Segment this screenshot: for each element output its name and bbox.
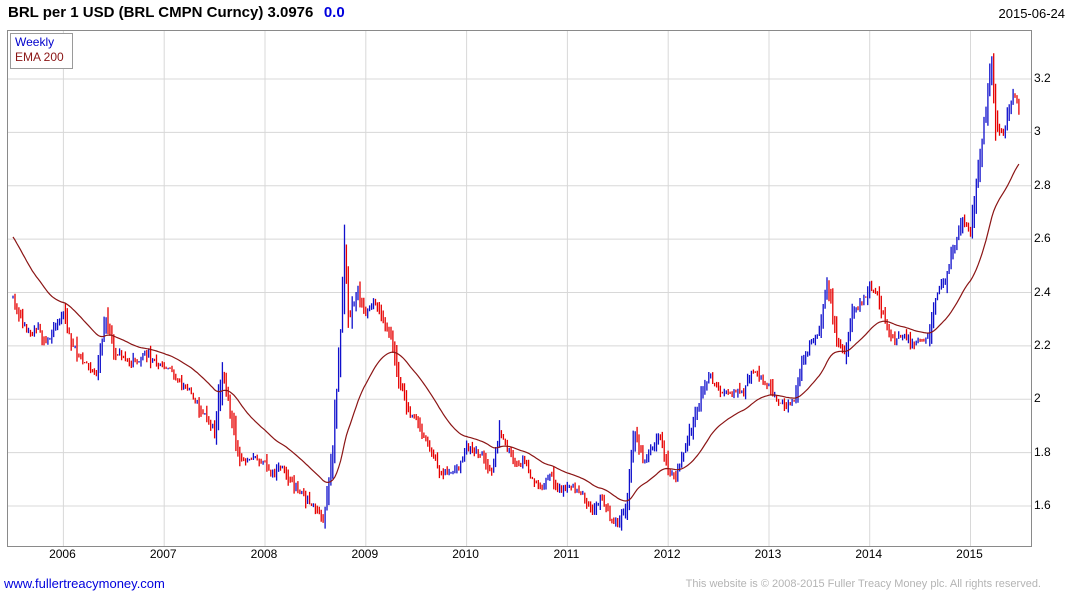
legend-series-weekly: Weekly bbox=[15, 35, 55, 49]
y-axis-tick-label: 2.4 bbox=[1034, 284, 1051, 299]
weekly-down-bars bbox=[14, 53, 1020, 528]
x-axis-tick-label: 2012 bbox=[653, 547, 681, 561]
x-axis-tick-label: 2014 bbox=[855, 547, 883, 561]
y-axis-tick-label: 3.2 bbox=[1034, 71, 1051, 86]
price-chart-svg bbox=[8, 31, 1031, 546]
gridlines bbox=[8, 31, 1031, 546]
x-axis-tick-label: 2006 bbox=[49, 547, 76, 561]
as-of-date: 2015-06-24 bbox=[998, 6, 1066, 21]
y-axis-tick-label: 2 bbox=[1034, 391, 1041, 406]
x-axis-tick-label: 2008 bbox=[250, 547, 278, 561]
legend-ema-200: EMA 200 bbox=[15, 50, 64, 64]
chart-header: BRL per 1 USD (BRL CMPN Curncy) 3.0976 0… bbox=[8, 4, 1067, 26]
y-axis-tick-label: 1.6 bbox=[1034, 497, 1051, 512]
chart-plot-area: Weekly EMA 200 bbox=[7, 30, 1032, 547]
website-link[interactable]: www.fullertreacymoney.com bbox=[4, 576, 165, 591]
page-title: BRL per 1 USD (BRL CMPN Curncy) 3.0976 bbox=[8, 4, 314, 21]
y-axis-tick-label: 2.8 bbox=[1034, 177, 1051, 192]
chart-legend: Weekly EMA 200 bbox=[10, 33, 73, 69]
y-axis-tick-label: 1.8 bbox=[1034, 444, 1051, 459]
y-axis-tick-label: 2.2 bbox=[1034, 337, 1051, 352]
x-axis-tick-label: 2010 bbox=[452, 547, 479, 561]
price-change-value: 0.0 bbox=[323, 4, 345, 21]
x-axis-tick-label: 2009 bbox=[351, 547, 379, 561]
ema-200-line bbox=[12, 163, 1020, 502]
y-axis-tick-label: 2.6 bbox=[1034, 231, 1051, 246]
copyright-notice: This website is © 2008-2015 Fuller Treac… bbox=[685, 578, 1041, 590]
x-axis-tick-label: 2015 bbox=[956, 547, 983, 561]
x-axis-tick-label: 2007 bbox=[149, 547, 177, 561]
weekly-up-bars bbox=[12, 56, 1014, 531]
x-axis-tick-label: 2013 bbox=[754, 547, 782, 561]
page-footer: www.fullertreacymoney.com This website i… bbox=[0, 576, 1075, 596]
y-axis-labels: 1.6 1.8 2 2.2 2.4 2.6 2.8 3 3.2 bbox=[1034, 0, 1074, 600]
y-axis-tick-label: 3 bbox=[1034, 124, 1041, 139]
x-axis-labels: 2006 2007 2008 2009 2010 2011 2012 2013 2014 2015 bbox=[0, 547, 1075, 563]
x-axis-tick-label: 2011 bbox=[553, 547, 580, 561]
